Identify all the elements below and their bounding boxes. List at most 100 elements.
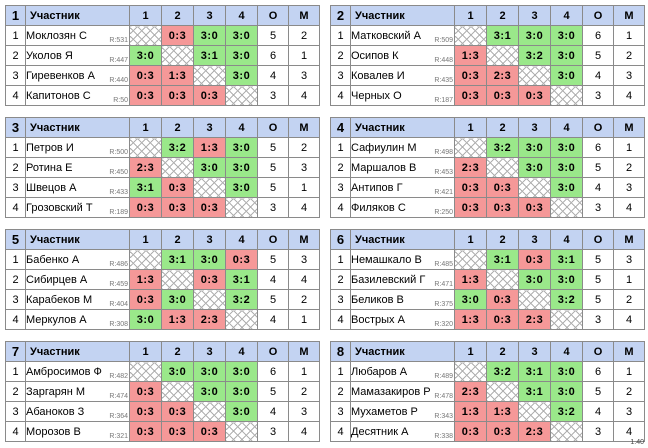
match-score-loss[interactable]: 0:3: [518, 197, 551, 218]
match-score-loss[interactable]: 1:3: [161, 309, 194, 330]
player-name-cell[interactable]: Амбросимов Ф R:482: [25, 361, 130, 382]
match-score-loss[interactable]: 0:3: [193, 85, 226, 106]
match-score-loss[interactable]: 1:3: [454, 401, 487, 422]
player-name-cell[interactable]: Ротина Е R:450: [25, 157, 130, 178]
match-score-win[interactable]: 3:0: [550, 25, 583, 46]
match-score-win[interactable]: 3:1: [550, 249, 583, 270]
match-score-win[interactable]: 3:2: [486, 137, 519, 158]
player-name-cell[interactable]: Грозовский Т R:189: [25, 197, 130, 218]
match-score-loss[interactable]: 0:3: [193, 421, 226, 442]
player-name-cell[interactable]: Сибирцев А R:459: [25, 269, 130, 290]
match-score-loss[interactable]: 0:3: [161, 401, 194, 422]
match-score-loss[interactable]: 2:3: [193, 309, 226, 330]
match-score-loss[interactable]: 2:3: [518, 421, 551, 442]
match-score-loss[interactable]: 2:3: [486, 65, 519, 86]
match-score-loss[interactable]: 0:3: [486, 85, 519, 106]
match-score-loss[interactable]: 0:3: [161, 177, 194, 198]
match-score-win[interactable]: 3:0: [225, 45, 258, 66]
match-score-loss[interactable]: 0:3: [193, 197, 226, 218]
match-score-win[interactable]: 3:0: [518, 137, 551, 158]
match-score-loss[interactable]: 1:3: [454, 45, 487, 66]
player-name-cell[interactable]: Антипов Г R:421: [350, 177, 455, 198]
match-score-win[interactable]: 3:1: [193, 45, 226, 66]
match-score-win[interactable]: 3:2: [225, 289, 258, 310]
match-score-win[interactable]: 3:0: [225, 401, 258, 422]
match-score-win[interactable]: 3:0: [193, 249, 226, 270]
match-score-win[interactable]: 3:2: [550, 401, 583, 422]
match-score-loss[interactable]: 2:3: [518, 309, 551, 330]
match-score-win[interactable]: 3:0: [161, 289, 194, 310]
match-score-loss[interactable]: 0:3: [225, 249, 258, 270]
match-score-loss[interactable]: 1:3: [486, 401, 519, 422]
player-name-cell[interactable]: Матковский А R:509: [350, 25, 455, 46]
match-score-win[interactable]: 3:1: [161, 249, 194, 270]
match-score-loss[interactable]: 0:3: [129, 421, 162, 442]
match-score-loss[interactable]: 0:3: [193, 269, 226, 290]
match-score-win[interactable]: 3:0: [225, 381, 258, 402]
match-score-win[interactable]: 3:0: [129, 45, 162, 66]
match-score-win[interactable]: 3:0: [518, 25, 551, 46]
match-score-win[interactable]: 3:1: [129, 177, 162, 198]
match-score-loss[interactable]: 0:3: [486, 289, 519, 310]
match-score-win[interactable]: 3:0: [225, 177, 258, 198]
match-score-loss[interactable]: 1:3: [161, 65, 194, 86]
match-score-loss[interactable]: 0:3: [454, 65, 487, 86]
match-score-loss[interactable]: 0:3: [161, 197, 194, 218]
player-name-cell[interactable]: Бабенко А R:486: [25, 249, 130, 270]
match-score-win[interactable]: 3:0: [550, 65, 583, 86]
match-score-win[interactable]: 3:0: [550, 361, 583, 382]
match-score-win[interactable]: 3:0: [225, 157, 258, 178]
match-score-win[interactable]: 3:0: [193, 381, 226, 402]
player-name-cell[interactable]: Беликов В R:375: [350, 289, 455, 310]
match-score-win[interactable]: 3:0: [550, 45, 583, 66]
match-score-loss[interactable]: 2:3: [454, 157, 487, 178]
match-score-win[interactable]: 3:0: [550, 137, 583, 158]
player-name-cell[interactable]: Десятник А R:338: [350, 421, 455, 442]
player-name-cell[interactable]: Мамазакиров Р R:478: [350, 381, 455, 402]
player-name-cell[interactable]: Швецов А R:433: [25, 177, 130, 198]
match-score-win[interactable]: 3:0: [454, 289, 487, 310]
match-score-loss[interactable]: 0:3: [486, 197, 519, 218]
match-score-win[interactable]: 3:1: [518, 381, 551, 402]
player-name-cell[interactable]: Черных О R:187: [350, 85, 455, 106]
match-score-win[interactable]: 3:0: [129, 309, 162, 330]
match-score-win[interactable]: 3:1: [486, 249, 519, 270]
player-name-cell[interactable]: Любаров А R:489: [350, 361, 455, 382]
match-score-win[interactable]: 3:0: [193, 157, 226, 178]
player-name-cell[interactable]: Немашкало В R:485: [350, 249, 455, 270]
match-score-loss[interactable]: 0:3: [129, 65, 162, 86]
match-score-loss[interactable]: 0:3: [129, 381, 162, 402]
match-score-loss[interactable]: 0:3: [518, 249, 551, 270]
match-score-loss[interactable]: 0:3: [161, 85, 194, 106]
match-score-win[interactable]: 3:2: [161, 137, 194, 158]
player-name-cell[interactable]: Морозов В R:321: [25, 421, 130, 442]
player-name-cell[interactable]: Моклозян С R:531: [25, 25, 130, 46]
match-score-loss[interactable]: 0:3: [454, 421, 487, 442]
player-name-cell[interactable]: Сафиулин М R:498: [350, 137, 455, 158]
player-name-cell[interactable]: Ковалев И R:435: [350, 65, 455, 86]
match-score-win[interactable]: 3:0: [225, 361, 258, 382]
match-score-win[interactable]: 3:0: [225, 25, 258, 46]
player-name-cell[interactable]: Заргарян М R:474: [25, 381, 130, 402]
match-score-win[interactable]: 3:2: [486, 361, 519, 382]
match-score-win[interactable]: 3:0: [225, 137, 258, 158]
match-score-loss[interactable]: 2:3: [129, 157, 162, 178]
match-score-loss[interactable]: 1:3: [193, 137, 226, 158]
match-score-loss[interactable]: 0:3: [454, 177, 487, 198]
match-score-loss[interactable]: 0:3: [486, 421, 519, 442]
player-name-cell[interactable]: Маршалов В R:453: [350, 157, 455, 178]
player-name-cell[interactable]: Мухаметов Р R:343: [350, 401, 455, 422]
player-name-cell[interactable]: Абаноков З R:364: [25, 401, 130, 422]
match-score-loss[interactable]: 0:3: [486, 177, 519, 198]
match-score-loss[interactable]: 0:3: [161, 421, 194, 442]
match-score-loss[interactable]: 0:3: [161, 25, 194, 46]
match-score-win[interactable]: 3:0: [193, 25, 226, 46]
match-score-loss[interactable]: 1:3: [454, 309, 487, 330]
player-name-cell[interactable]: Петров И R:500: [25, 137, 130, 158]
match-score-loss[interactable]: 0:3: [129, 401, 162, 422]
match-score-win[interactable]: 3:0: [518, 269, 551, 290]
player-name-cell[interactable]: Уколов Я R:447: [25, 45, 130, 66]
match-score-win[interactable]: 3:2: [550, 289, 583, 310]
match-score-loss[interactable]: 0:3: [454, 85, 487, 106]
match-score-loss[interactable]: 2:3: [454, 381, 487, 402]
